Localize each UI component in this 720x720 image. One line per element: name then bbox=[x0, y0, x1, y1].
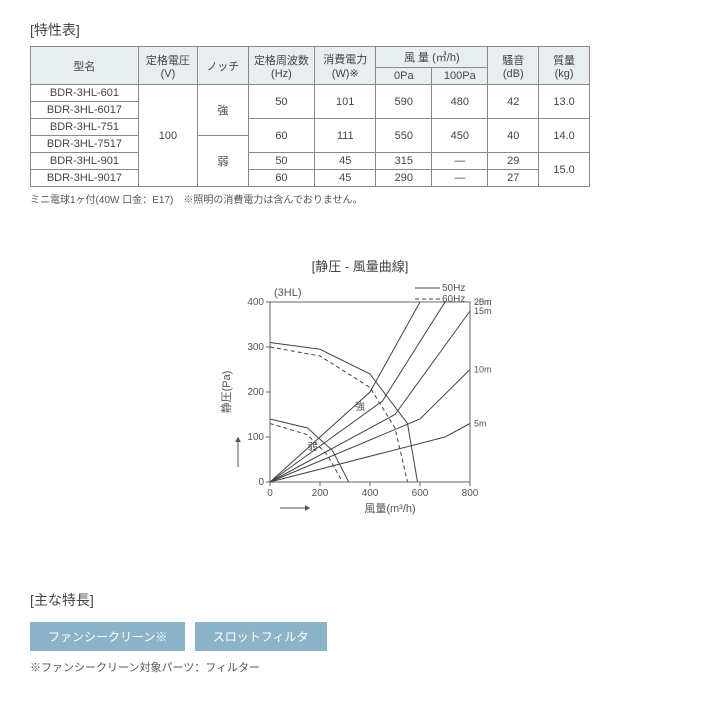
feature-note: ※ファンシークリーン対象パーツ：フィルター bbox=[30, 659, 690, 675]
pressure-flow-chart: 0100200300400020040060080025m20m15m10m5m… bbox=[210, 277, 510, 517]
cell-model: BDR-3HL-7517 bbox=[31, 136, 139, 153]
table-row: BDR-3HL-751 60 111 550 450 40 14.0 bbox=[31, 119, 590, 136]
feature-badge: スロットフィルタ bbox=[195, 622, 327, 651]
spec-footnote: ミニ電球1ヶ付(40W 口金：E17) ※照明の消費電力は含んでおりません。 bbox=[30, 191, 690, 206]
cell-model: BDR-3HL-601 bbox=[31, 85, 139, 102]
th-0pa: 0Pa bbox=[376, 68, 432, 85]
cell-voltage: 100 bbox=[138, 85, 197, 187]
svg-text:10m: 10m bbox=[474, 365, 492, 375]
svg-text:200: 200 bbox=[247, 387, 264, 398]
features-title: [主な特長] bbox=[30, 590, 690, 610]
svg-text:15m: 15m bbox=[474, 306, 492, 316]
spec-table: 型名 定格電圧 (V) ノッチ 定格周波数 (Hz) 消費電力 (W)※ 風 量… bbox=[30, 46, 590, 187]
cell-mass: 14.0 bbox=[539, 119, 590, 153]
cell-model: BDR-3HL-751 bbox=[31, 119, 139, 136]
svg-text:100: 100 bbox=[247, 432, 264, 443]
th-airflow: 風 量 (㎥/h) bbox=[376, 47, 488, 68]
cell-mass: 13.0 bbox=[539, 85, 590, 119]
cell-notch-weak: 弱 bbox=[197, 136, 248, 187]
svg-text:60Hz: 60Hz bbox=[442, 294, 465, 305]
th-power: 消費電力 (W)※ bbox=[315, 47, 376, 85]
svg-text:200: 200 bbox=[312, 488, 329, 499]
svg-text:600: 600 bbox=[412, 488, 429, 499]
cell-model: BDR-3HL-901 bbox=[31, 153, 139, 170]
svg-text:800: 800 bbox=[462, 488, 479, 499]
table-row: BDR-3HL-901 50 45 315 — 29 15.0 bbox=[31, 153, 590, 170]
th-model: 型名 bbox=[31, 47, 139, 85]
cell-model: BDR-3HL-6017 bbox=[31, 102, 139, 119]
svg-text:0: 0 bbox=[267, 488, 273, 499]
svg-text:弱: 弱 bbox=[308, 442, 318, 454]
svg-text:5m: 5m bbox=[474, 419, 487, 429]
th-notch: ノッチ bbox=[197, 47, 248, 85]
feature-badges: ファンシークリーン※ スロットフィルタ bbox=[30, 616, 690, 651]
svg-text:50Hz: 50Hz bbox=[442, 283, 465, 294]
svg-text:風量(m³/h): 風量(m³/h) bbox=[364, 502, 415, 515]
th-noise: 騒音 (dB) bbox=[488, 47, 539, 85]
cell-model: BDR-3HL-9017 bbox=[31, 170, 139, 187]
chart-title: [静圧 - 風量曲線] bbox=[30, 256, 690, 275]
feature-badge: ファンシークリーン※ bbox=[30, 622, 185, 651]
cell-notch-strong: 強 bbox=[197, 85, 248, 136]
th-100pa: 100Pa bbox=[432, 68, 488, 85]
th-mass: 質量 (kg) bbox=[539, 47, 590, 85]
svg-text:300: 300 bbox=[247, 342, 264, 353]
svg-text:400: 400 bbox=[247, 297, 264, 308]
table-row: BDR-3HL-601 100 強 50 101 590 480 42 13.0 bbox=[31, 85, 590, 102]
svg-text:0: 0 bbox=[258, 477, 264, 488]
svg-text:強: 強 bbox=[355, 400, 365, 413]
svg-text:(3HL): (3HL) bbox=[274, 287, 302, 299]
svg-text:静圧(Pa): 静圧(Pa) bbox=[219, 371, 233, 414]
th-freq: 定格周波数 (Hz) bbox=[248, 47, 314, 85]
table-row: BDR-3HL-9017 60 45 290 — 27 bbox=[31, 170, 590, 187]
cell-mass: 15.0 bbox=[539, 153, 590, 187]
spec-table-title: [特性表] bbox=[30, 20, 690, 40]
th-voltage: 定格電圧 (V) bbox=[138, 47, 197, 85]
svg-text:400: 400 bbox=[362, 488, 379, 499]
